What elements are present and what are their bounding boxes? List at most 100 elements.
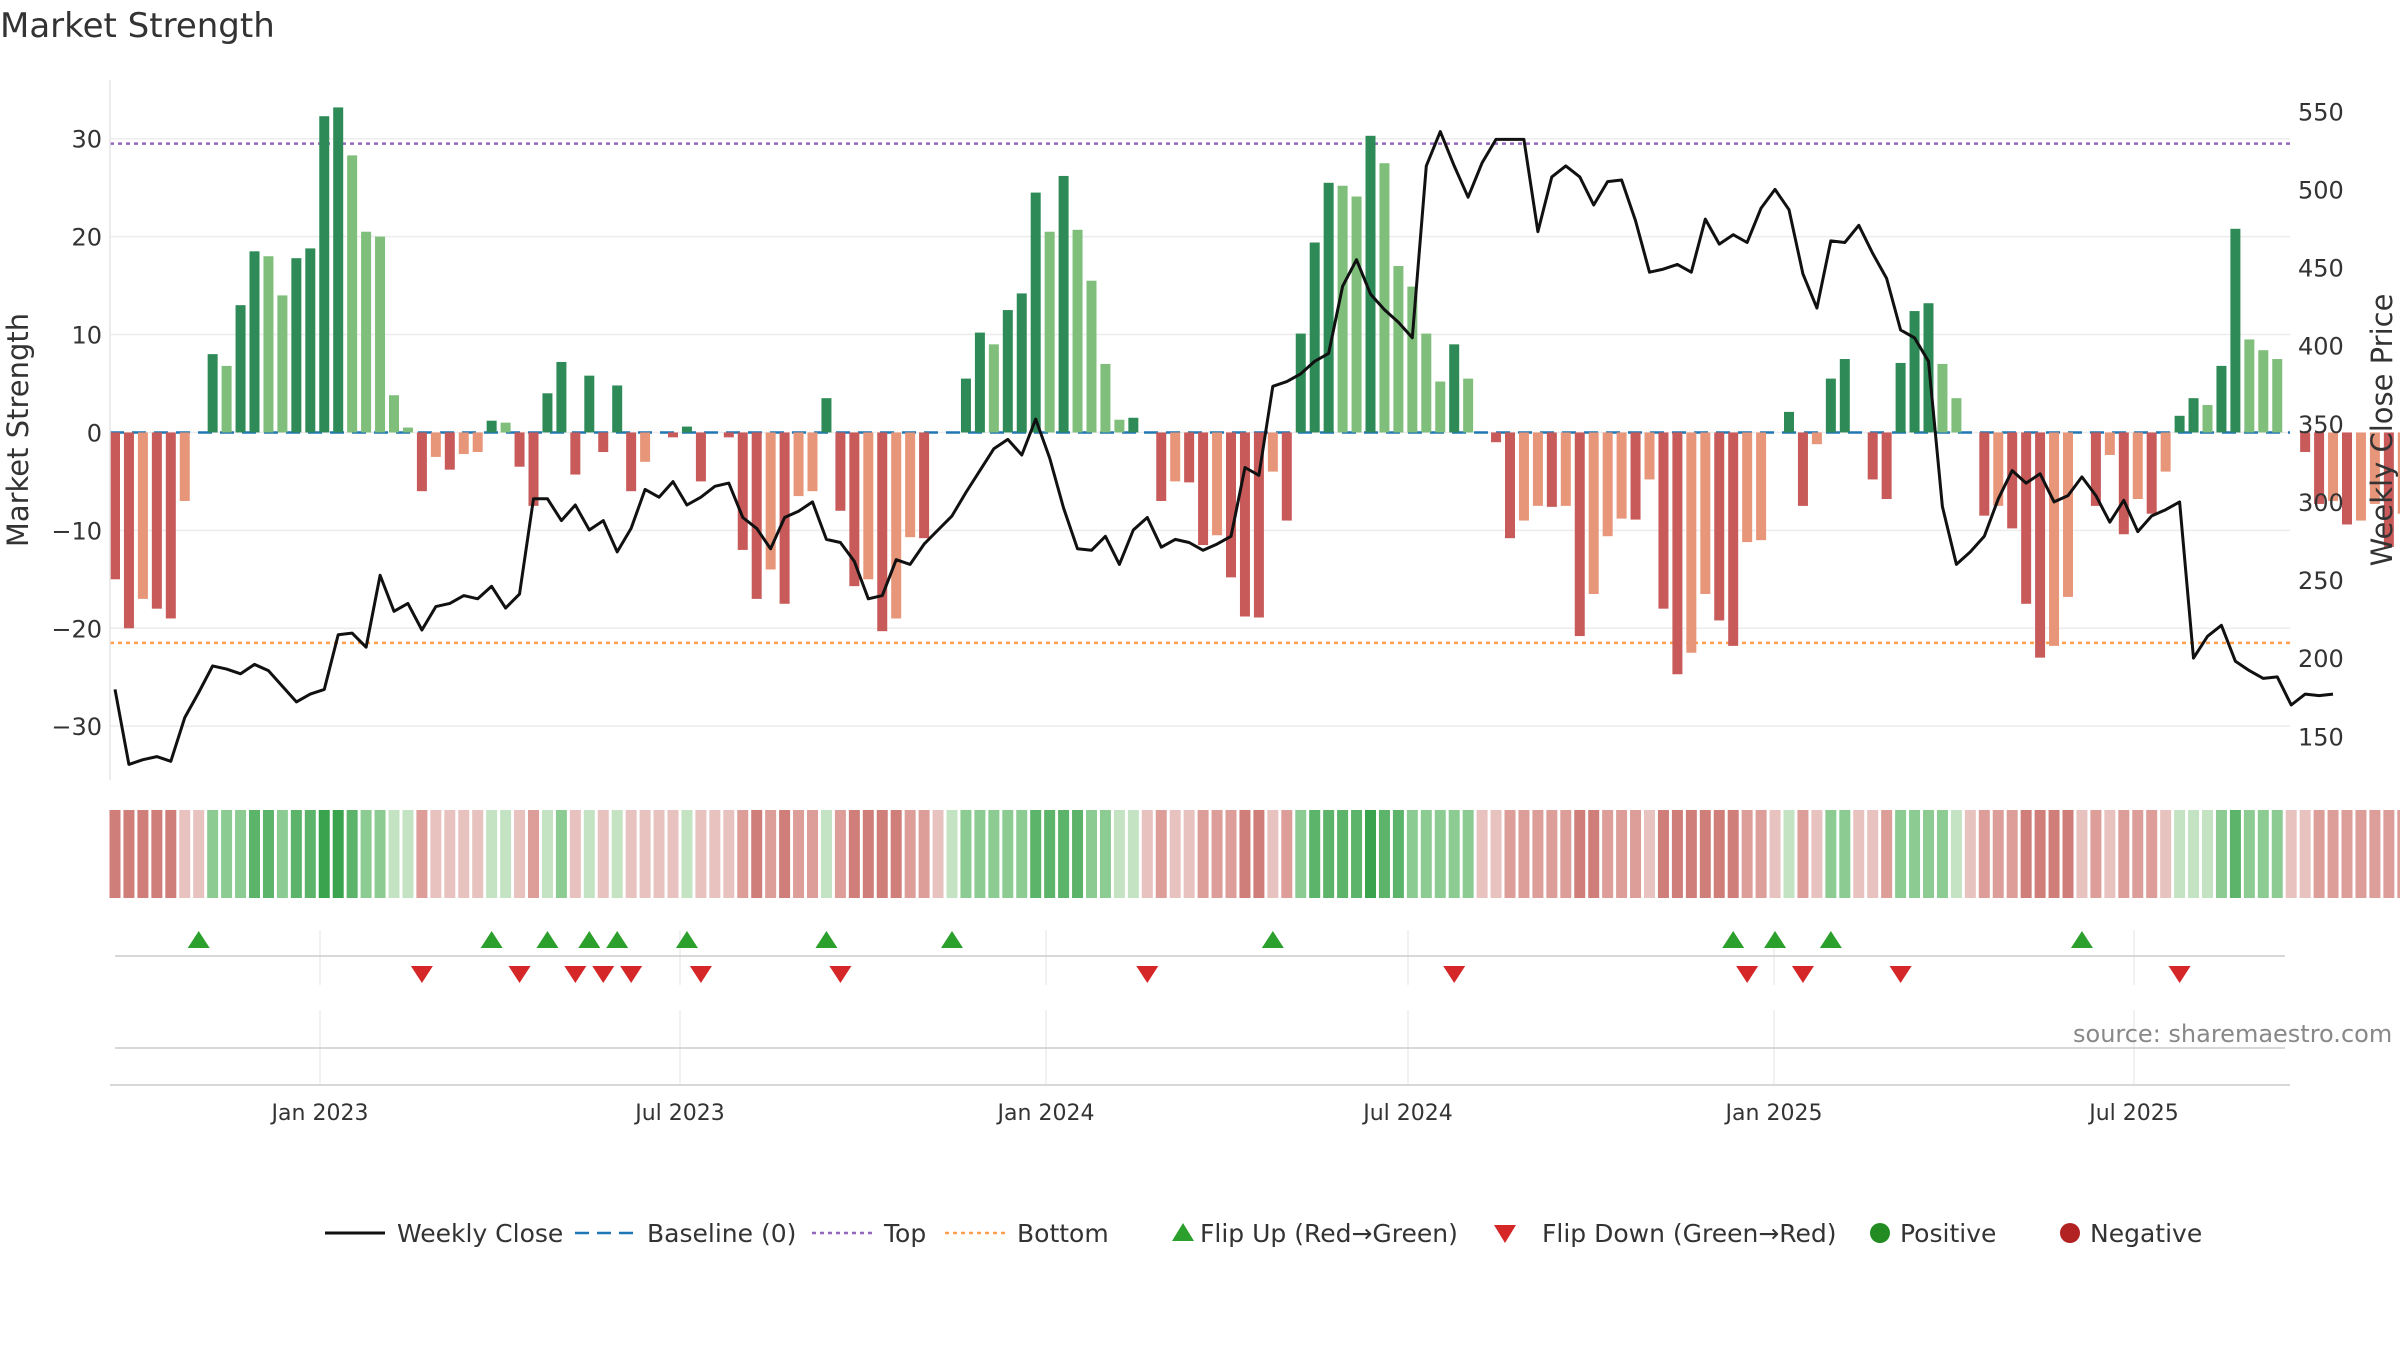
strength-bar (319, 116, 330, 433)
band-cell (1644, 810, 1655, 898)
band-cell (1141, 810, 1153, 898)
strength-bar (863, 432, 874, 580)
strength-bar (2174, 415, 2185, 433)
strength-bar (1742, 432, 1753, 543)
band-cell (528, 810, 539, 898)
band-cell (1532, 810, 1544, 898)
band-cell (667, 810, 679, 898)
strength-bar (821, 398, 832, 433)
strength-heat-band (109, 810, 2400, 898)
band-cell (304, 810, 316, 898)
band-cell (1895, 810, 1907, 898)
band-cell (639, 810, 651, 898)
strength-bar (389, 395, 399, 433)
y-right-tick-label: 500 (2298, 176, 2344, 204)
x-tick-label: Jan 2023 (270, 1101, 369, 1126)
flip-down-marker (1736, 966, 1759, 983)
band-cell (332, 810, 344, 898)
strength-bar (2104, 432, 2115, 455)
band-cell (1420, 810, 1432, 898)
y-left-tick-label: 20 (71, 224, 102, 252)
flip-down-marker (410, 966, 433, 983)
strength-bar (2188, 398, 2199, 433)
strength-bar (402, 427, 413, 433)
band-cell (2090, 810, 2102, 898)
band-cell (1923, 810, 1934, 898)
band-cell (1434, 810, 1446, 898)
flip-up-marker (1722, 931, 1745, 948)
strength-bar (2049, 432, 2060, 646)
band-cell (1867, 810, 1879, 898)
strength-bar (2118, 432, 2129, 535)
legend-swatch-circle (2060, 1223, 2080, 1243)
flip-markers-panel (110, 931, 2290, 1086)
strength-bar (1198, 432, 1209, 546)
band-cell (1392, 810, 1404, 898)
strength-bar (2160, 432, 2171, 472)
flip-down-marker (829, 966, 852, 983)
strength-bar (1728, 432, 1739, 646)
band-cell (1671, 810, 1683, 898)
strength-bar (1044, 231, 1055, 433)
strength-bar (1323, 182, 1334, 433)
strength-bar (668, 432, 678, 438)
band-cell (416, 810, 428, 898)
legend-label: Flip Down (Green→Red) (1542, 1219, 1837, 1248)
strength-bar (333, 107, 344, 433)
strength-bar (1086, 280, 1097, 433)
y-left-tick-label: 10 (71, 322, 102, 350)
band-cell (2215, 810, 2227, 898)
strength-bar (1560, 432, 1571, 506)
legend-item: Top (812, 1219, 926, 1248)
band-cell (1518, 810, 1530, 898)
strength-bar (681, 426, 692, 433)
band-cell (1197, 810, 1209, 898)
band-cell (1155, 810, 1167, 898)
band-cell (2299, 810, 2311, 898)
strength-bar (2314, 432, 2325, 504)
band-cell (611, 810, 623, 898)
strength-bar (2090, 432, 2101, 506)
strength-bar (1867, 432, 1878, 480)
legend-label: Negative (2090, 1219, 2202, 1248)
y-right-axis-title: Weekly Close Price (2365, 294, 2399, 567)
band-cell (904, 810, 916, 898)
strength-bar (640, 432, 651, 462)
band-cell (1225, 810, 1237, 898)
band-cell (918, 810, 930, 898)
band-cell (932, 810, 944, 898)
strength-bar (1128, 417, 1139, 433)
band-cell (1072, 810, 1084, 898)
strength-bar (1435, 381, 1446, 433)
band-cell (235, 810, 247, 898)
strength-bar (1630, 432, 1641, 520)
band-cell (1002, 810, 1014, 898)
band-cell (1476, 810, 1488, 898)
band-cell (2383, 810, 2395, 898)
band-cell (165, 810, 177, 898)
band-cell (1351, 810, 1363, 898)
strength-bar (1811, 432, 1822, 445)
strength-bar (2202, 405, 2213, 433)
band-cell (1853, 810, 1865, 898)
band-cell (2369, 810, 2381, 898)
band-cell (1490, 810, 1502, 898)
strength-bar (835, 432, 846, 511)
strength-bars (110, 107, 2400, 675)
flip-down-marker (592, 966, 615, 983)
strength-bar (2383, 432, 2394, 547)
strength-bar (207, 354, 218, 433)
band-cell (807, 810, 818, 898)
strength-bar (2355, 432, 2366, 521)
strength-bar (1937, 363, 1948, 433)
band-cell (2104, 810, 2116, 898)
strength-bar (123, 432, 134, 629)
legend: Weekly Close Baseline (0) Top Bottom Flip Up… (325, 1219, 2202, 1248)
strength-bar (347, 155, 358, 433)
band-cell (1825, 810, 1837, 898)
strength-bar (221, 365, 232, 433)
strength-bar (1058, 175, 1069, 433)
strength-bar (2216, 365, 2227, 433)
band-cell (290, 810, 302, 898)
band-cell (555, 810, 567, 898)
